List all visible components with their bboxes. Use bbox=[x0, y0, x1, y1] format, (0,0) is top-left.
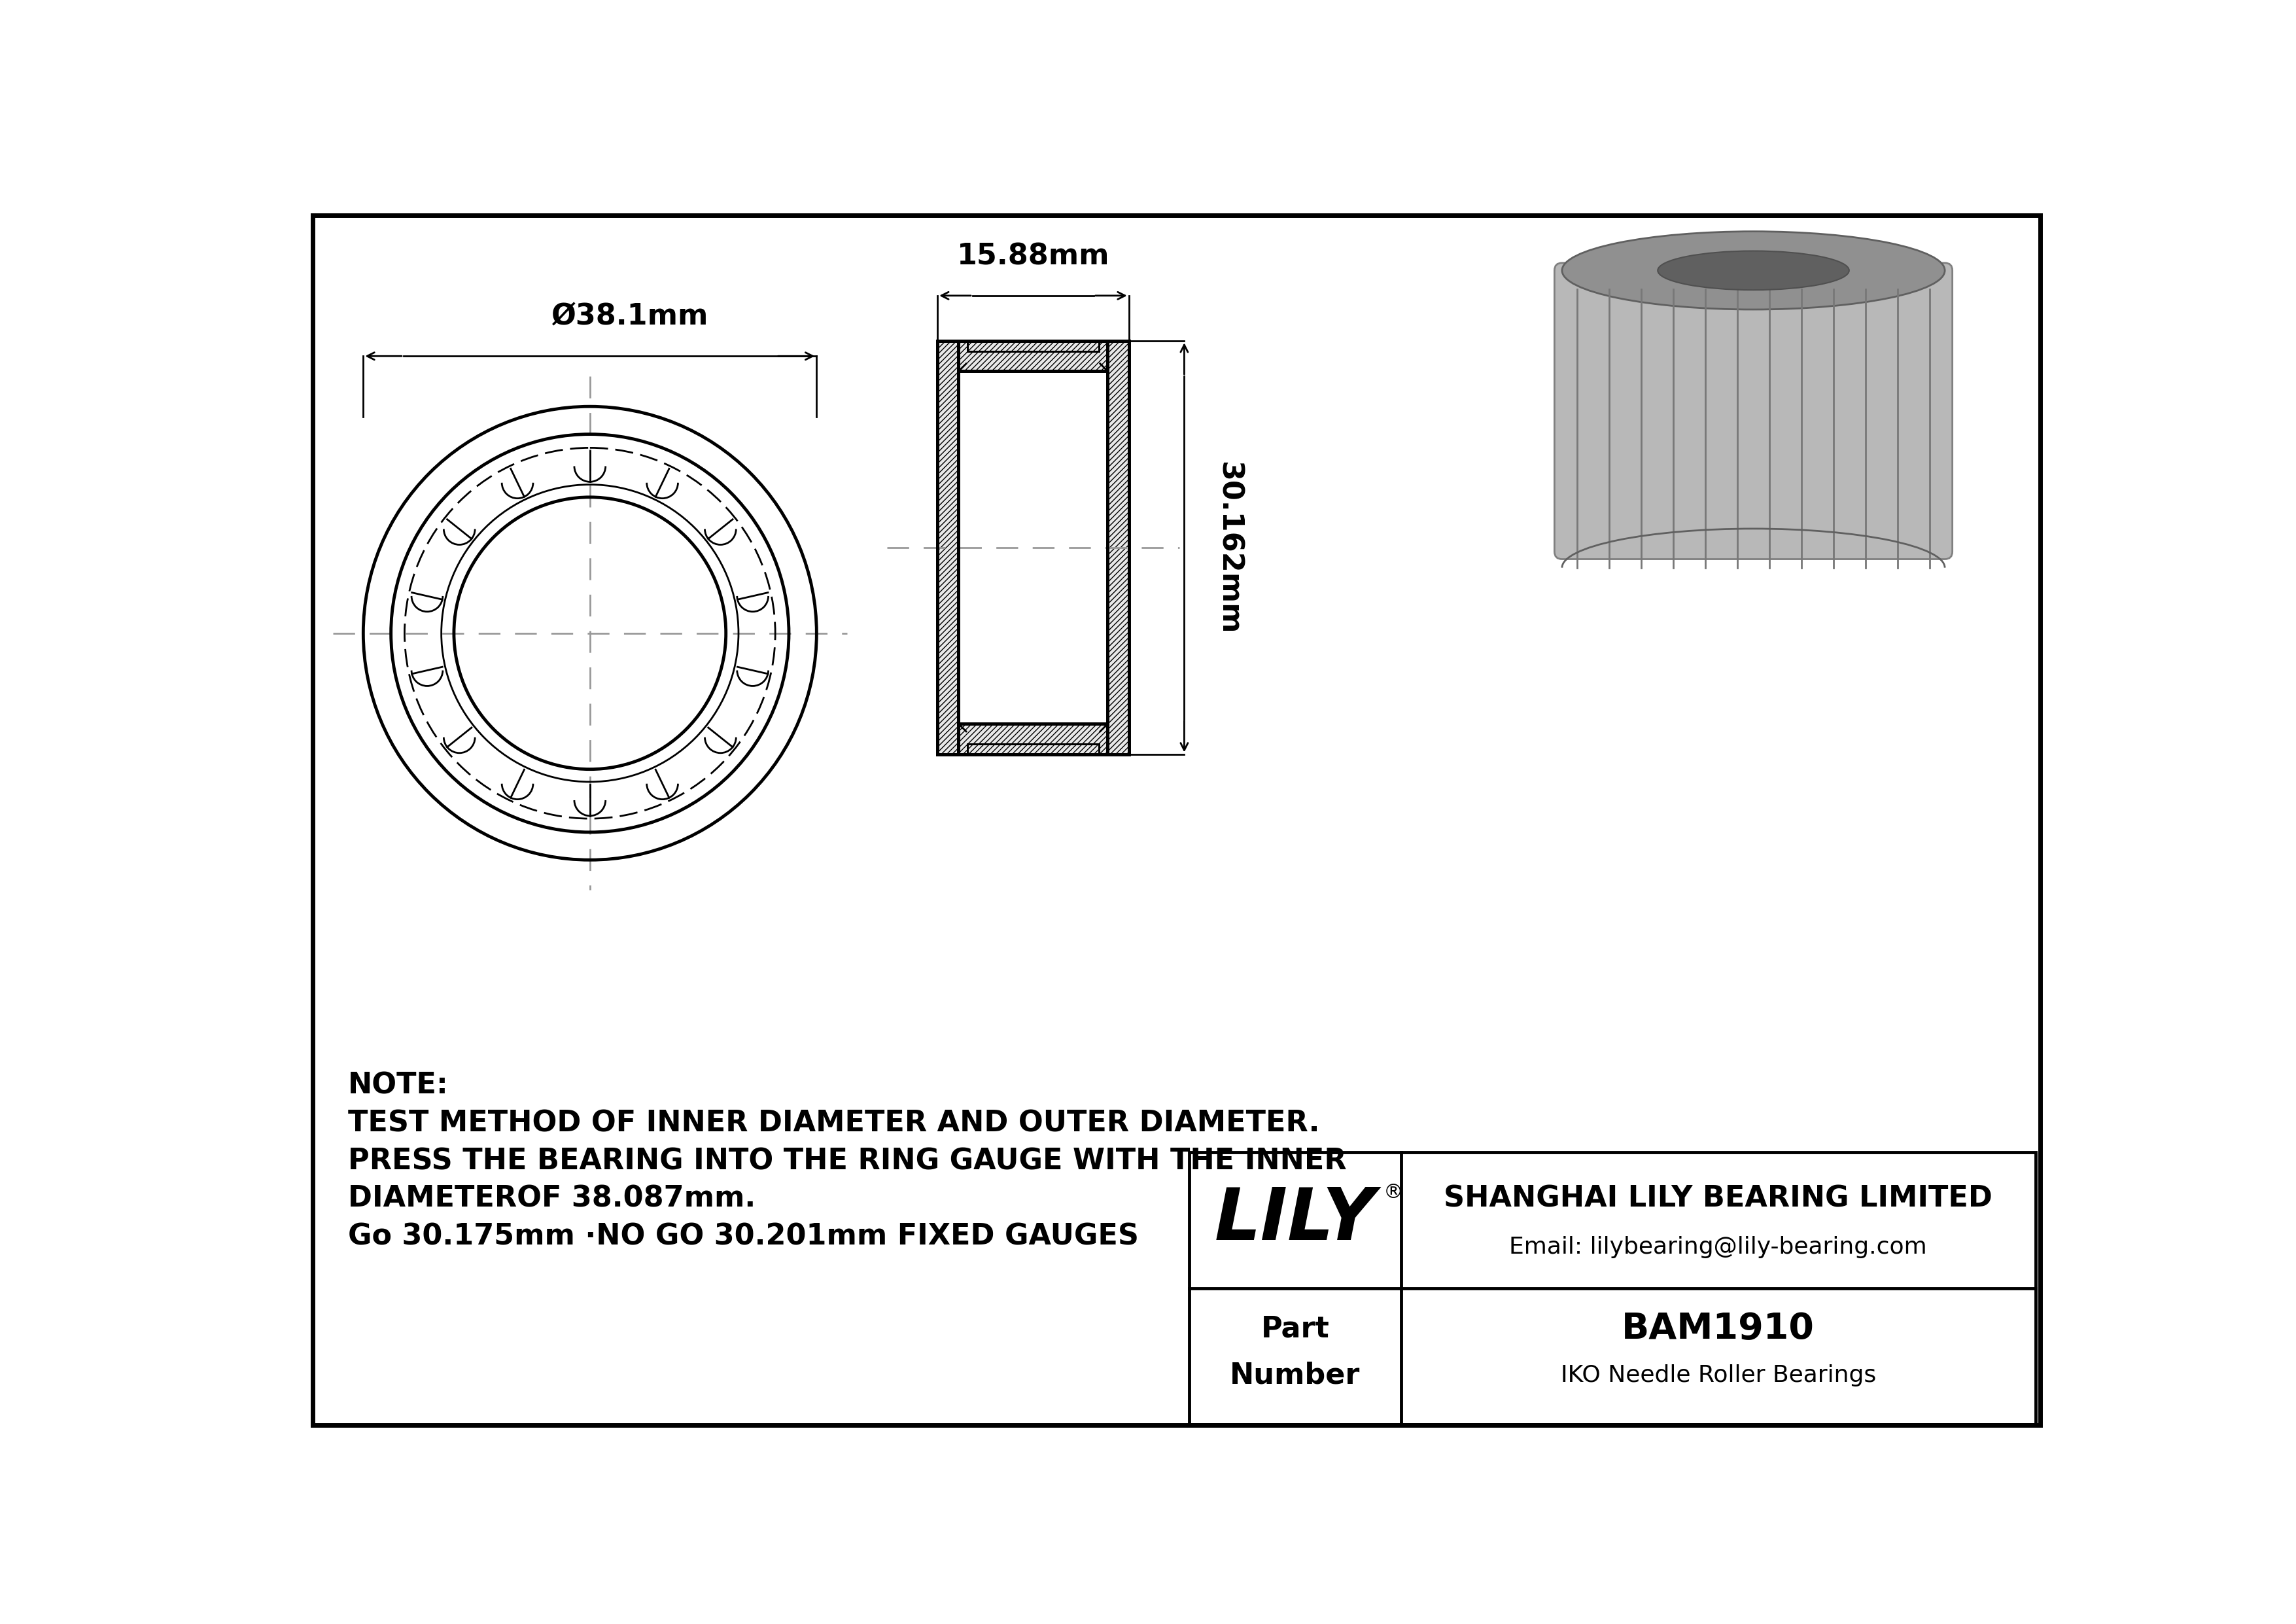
Text: ®: ® bbox=[1382, 1182, 1403, 1202]
Text: 15.88mm: 15.88mm bbox=[957, 242, 1109, 271]
Bar bbox=[937, 341, 960, 754]
Bar bbox=[960, 724, 1107, 754]
Text: Part: Part bbox=[1261, 1315, 1329, 1343]
Bar bbox=[1189, 1151, 2037, 1424]
Ellipse shape bbox=[1561, 231, 1945, 310]
Bar bbox=[960, 341, 1107, 372]
Text: IKO Needle Roller Bearings: IKO Needle Roller Bearings bbox=[1561, 1364, 1876, 1387]
Bar bbox=[1107, 341, 1130, 754]
Text: LILY: LILY bbox=[1215, 1186, 1375, 1255]
Text: Go 30.175mm ·NO GO 30.201mm FIXED GAUGES: Go 30.175mm ·NO GO 30.201mm FIXED GAUGES bbox=[349, 1223, 1139, 1250]
Text: PRESS THE BEARING INTO THE RING GAUGE WITH THE INNER: PRESS THE BEARING INTO THE RING GAUGE WI… bbox=[349, 1147, 1348, 1176]
Text: Email: lilybearing@lily-bearing.com: Email: lilybearing@lily-bearing.com bbox=[1508, 1236, 1926, 1259]
FancyBboxPatch shape bbox=[1554, 263, 1952, 559]
Text: TEST METHOD OF INNER DIAMETER AND OUTER DIAMETER.: TEST METHOD OF INNER DIAMETER AND OUTER … bbox=[349, 1109, 1320, 1137]
Text: Number: Number bbox=[1231, 1361, 1359, 1389]
Text: Ø38.1mm: Ø38.1mm bbox=[551, 302, 709, 331]
Ellipse shape bbox=[1658, 252, 1848, 291]
Text: 30.162mm: 30.162mm bbox=[1215, 461, 1242, 633]
Text: NOTE:: NOTE: bbox=[349, 1072, 448, 1099]
Text: BAM1910: BAM1910 bbox=[1621, 1311, 1814, 1346]
Text: SHANGHAI LILY BEARING LIMITED: SHANGHAI LILY BEARING LIMITED bbox=[1444, 1184, 1993, 1213]
Text: DIAMETEROF 38.087mm.: DIAMETEROF 38.087mm. bbox=[349, 1186, 755, 1213]
